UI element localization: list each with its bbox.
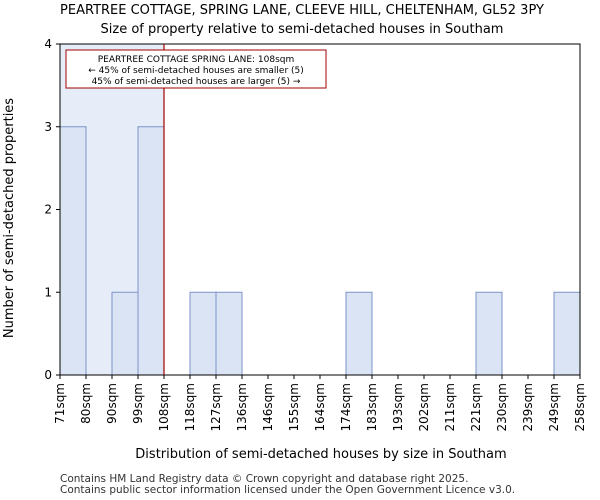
bar: [111, 291, 139, 376]
bar: [475, 291, 503, 376]
x-tick-label: 258sqm: [573, 383, 587, 431]
x-tick-label: 99sqm: [131, 383, 145, 424]
plot-area: 0 1 2 3 4 71sqm 80sqm 90sqm 99sqm 108sqm 118sqm 127…: [44, 37, 587, 431]
chart-subtitle: Size of property relative to semi-detach…: [101, 22, 504, 37]
y-tick-label: 2: [44, 203, 52, 217]
x-tick-label: 155sqm: [287, 383, 301, 431]
x-tick-label: 80sqm: [79, 383, 93, 424]
y-tick-label: 4: [44, 37, 52, 51]
bar: [345, 291, 373, 376]
annotation-box: [65, 49, 327, 89]
y-axis-label: Number of semi-detached properties: [2, 98, 17, 338]
x-tick-label: 146sqm: [261, 383, 275, 431]
x-tick-label: 136sqm: [235, 383, 249, 431]
bar: [59, 126, 87, 376]
x-tick-label: 108sqm: [157, 383, 171, 431]
chart-title: PEARTREE COTTAGE, SPRING LANE, CLEEVE HI…: [60, 3, 544, 18]
annotation-text: ← 45% of semi-detached houses are smalle…: [88, 66, 304, 76]
bar: [553, 291, 581, 376]
x-tick-label: 249sqm: [547, 383, 561, 431]
x-tick-label: 183sqm: [365, 383, 379, 431]
y-tick-label: 0: [44, 368, 52, 382]
x-axis-label: Distribution of semi-detached houses by …: [135, 447, 506, 462]
y-tick-label: 3: [44, 120, 52, 134]
x-tick-label: 164sqm: [313, 383, 327, 431]
x-tick-label: 90sqm: [105, 383, 119, 424]
x-tick-label: 118sqm: [183, 383, 197, 431]
x-tick-label: 71sqm: [53, 383, 67, 424]
x-tick-label: 127sqm: [209, 383, 223, 431]
bar: [189, 291, 217, 376]
x-tick-label: 174sqm: [339, 383, 353, 431]
bar: [215, 291, 243, 376]
x-tick-label: 230sqm: [495, 383, 509, 431]
footer-line-1: Contains HM Land Registry data © Crown c…: [60, 473, 469, 485]
x-tick-label: 202sqm: [417, 383, 431, 431]
x-tick-label: 221sqm: [469, 383, 483, 431]
bar: [137, 126, 165, 376]
x-tick-label: 211sqm: [443, 383, 457, 431]
x-tick-label: 193sqm: [391, 383, 405, 431]
footer-line-2: Contains public sector information licen…: [60, 484, 516, 496]
annotation-text: PEARTREE COTTAGE SPRING LANE: 108sqm: [98, 55, 295, 65]
y-tick-label: 1: [44, 285, 52, 299]
x-tick-label: 239sqm: [521, 383, 535, 431]
annotation-text: 45% of semi-detached houses are larger (…: [92, 77, 301, 87]
